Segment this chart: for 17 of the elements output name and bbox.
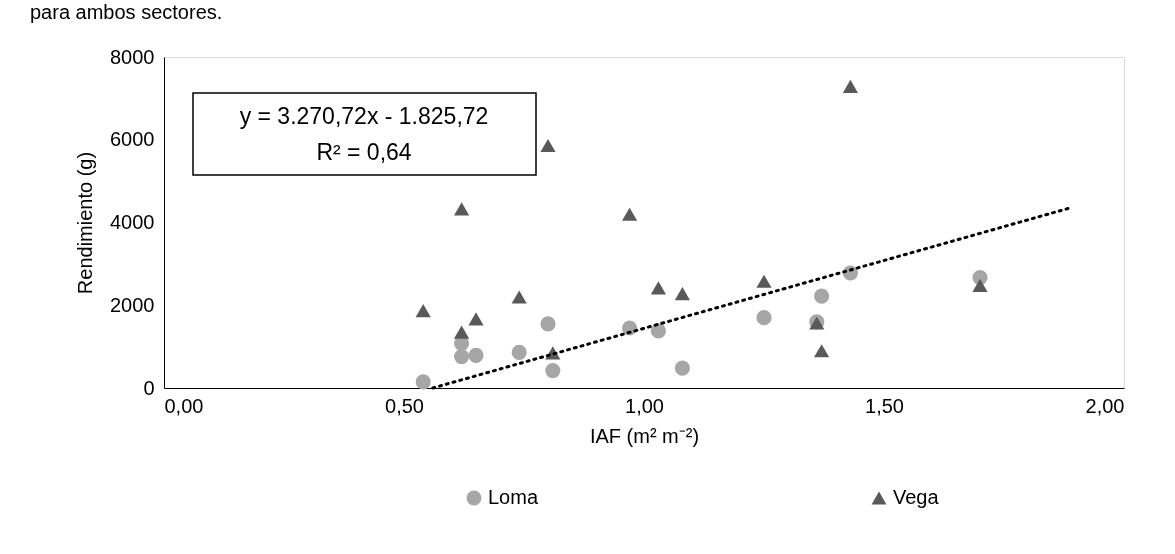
text: para ambos sectores. xyxy=(30,1,223,23)
annotation: y = 3.270,72x - 1.825,72 xyxy=(239,103,489,129)
y-tick-label: 8000 xyxy=(110,45,155,68)
y-axis-title: Rendimiento (g) xyxy=(74,151,97,295)
x-tick-label: 1,50 xyxy=(865,394,904,417)
legend-label: Loma xyxy=(488,486,539,508)
x-axis-title: IAF (m² m⁻²) xyxy=(589,424,700,447)
y-tick-label: 6000 xyxy=(110,128,155,151)
legend-label: Vega xyxy=(893,486,940,508)
y-tick-label: 4000 xyxy=(110,211,155,233)
y-tick-label: 2000 xyxy=(110,293,155,316)
x-tick-label: 0,50 xyxy=(385,394,424,417)
x-tick-label: 0,00 xyxy=(164,394,204,417)
x-tick-label: 2,00 xyxy=(1085,394,1125,417)
annotation: R² = 0,64 xyxy=(316,139,412,165)
y-tick-label: 0 xyxy=(143,376,155,399)
x-tick-label: 1,00 xyxy=(625,394,664,417)
